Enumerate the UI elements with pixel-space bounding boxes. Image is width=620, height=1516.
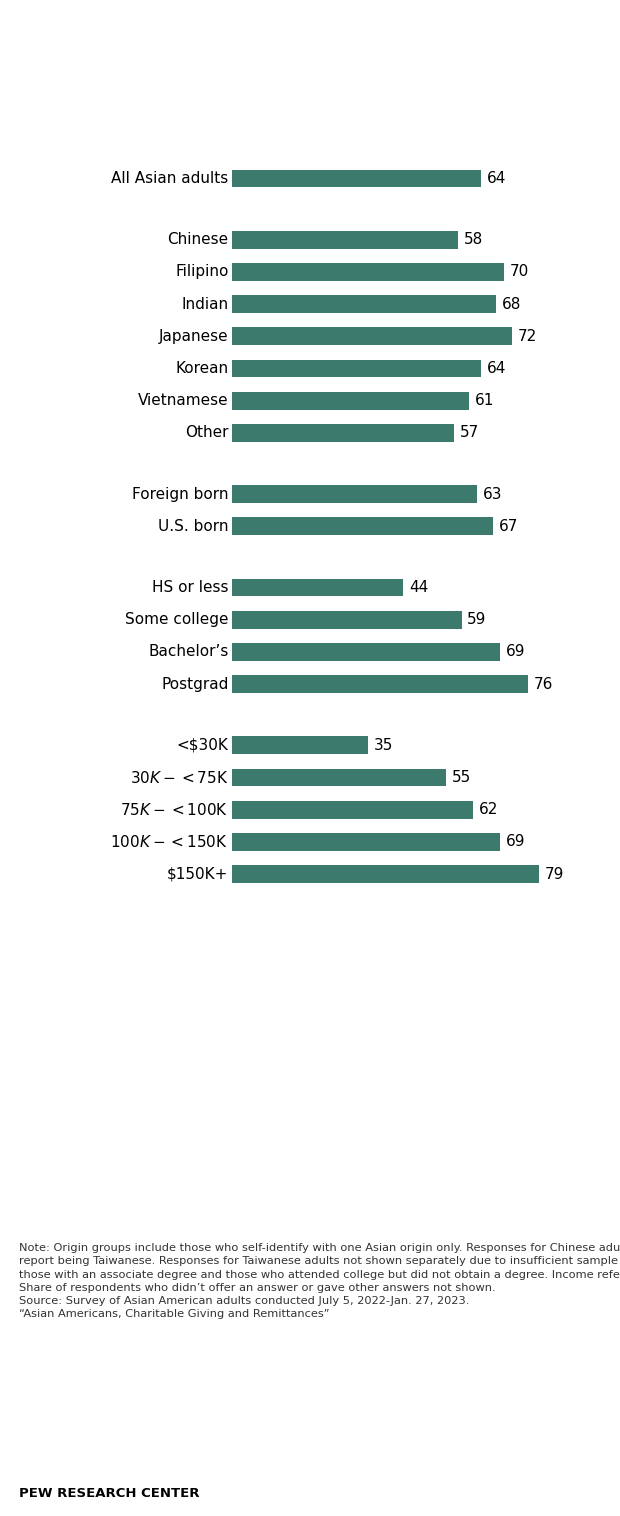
- Text: 64: 64: [487, 361, 506, 376]
- Bar: [232, 359, 481, 377]
- Text: 72: 72: [518, 329, 537, 344]
- Text: <$30K: <$30K: [177, 738, 228, 753]
- Text: HS or less: HS or less: [152, 581, 228, 596]
- Text: 55: 55: [452, 770, 471, 785]
- Text: Korean: Korean: [175, 361, 228, 376]
- Text: $100K-<$150K: $100K-<$150K: [110, 834, 228, 850]
- Bar: [232, 866, 539, 882]
- Text: 69: 69: [506, 644, 526, 659]
- Text: Some college: Some college: [125, 612, 228, 628]
- Bar: [232, 485, 477, 503]
- Text: 35: 35: [374, 738, 394, 753]
- Bar: [232, 296, 497, 312]
- Text: Bachelor’s: Bachelor’s: [148, 644, 228, 659]
- Bar: [232, 611, 461, 629]
- Text: 79: 79: [545, 867, 564, 882]
- Bar: [232, 327, 512, 346]
- Text: 61: 61: [475, 393, 495, 408]
- Bar: [232, 170, 481, 188]
- Text: All Asian adults: All Asian adults: [111, 171, 228, 186]
- Text: 69: 69: [506, 834, 526, 849]
- Text: Foreign born: Foreign born: [132, 487, 228, 502]
- Text: 62: 62: [479, 802, 498, 817]
- Text: Other: Other: [185, 426, 228, 441]
- Bar: [232, 264, 504, 280]
- Bar: [232, 800, 473, 819]
- Text: 63: 63: [483, 487, 502, 502]
- Text: 76: 76: [533, 676, 553, 691]
- Bar: [232, 643, 500, 661]
- Bar: [232, 230, 458, 249]
- Text: Chinese: Chinese: [167, 232, 228, 247]
- Text: 67: 67: [498, 518, 518, 534]
- Text: 68: 68: [502, 297, 521, 312]
- Bar: [232, 517, 493, 535]
- Text: Indian: Indian: [181, 297, 228, 312]
- Text: 58: 58: [464, 232, 483, 247]
- Text: $150K+: $150K+: [167, 867, 228, 882]
- Bar: [232, 579, 403, 596]
- Text: Note: Origin groups include those who self-identify with one Asian origin only. : Note: Origin groups include those who se…: [19, 1243, 620, 1319]
- Text: 44: 44: [409, 581, 428, 596]
- Text: PEW RESEARCH CENTER: PEW RESEARCH CENTER: [19, 1487, 199, 1501]
- Text: 57: 57: [459, 426, 479, 441]
- Bar: [232, 424, 454, 441]
- Text: U.S. born: U.S. born: [158, 518, 228, 534]
- Text: 59: 59: [467, 612, 487, 628]
- Text: 64: 64: [487, 171, 506, 186]
- Text: Japanese: Japanese: [159, 329, 228, 344]
- Bar: [232, 834, 500, 850]
- Bar: [232, 391, 469, 409]
- Text: Postgrad: Postgrad: [161, 676, 228, 691]
- Text: Filipino: Filipino: [175, 264, 228, 279]
- Bar: [232, 769, 446, 787]
- Bar: [232, 737, 368, 753]
- Text: $30K-<$75K: $30K-<$75K: [130, 770, 228, 785]
- Text: Vietnamese: Vietnamese: [138, 393, 228, 408]
- Text: $75K-<$100K: $75K-<$100K: [120, 802, 228, 817]
- Bar: [232, 675, 528, 693]
- Text: 70: 70: [510, 264, 529, 279]
